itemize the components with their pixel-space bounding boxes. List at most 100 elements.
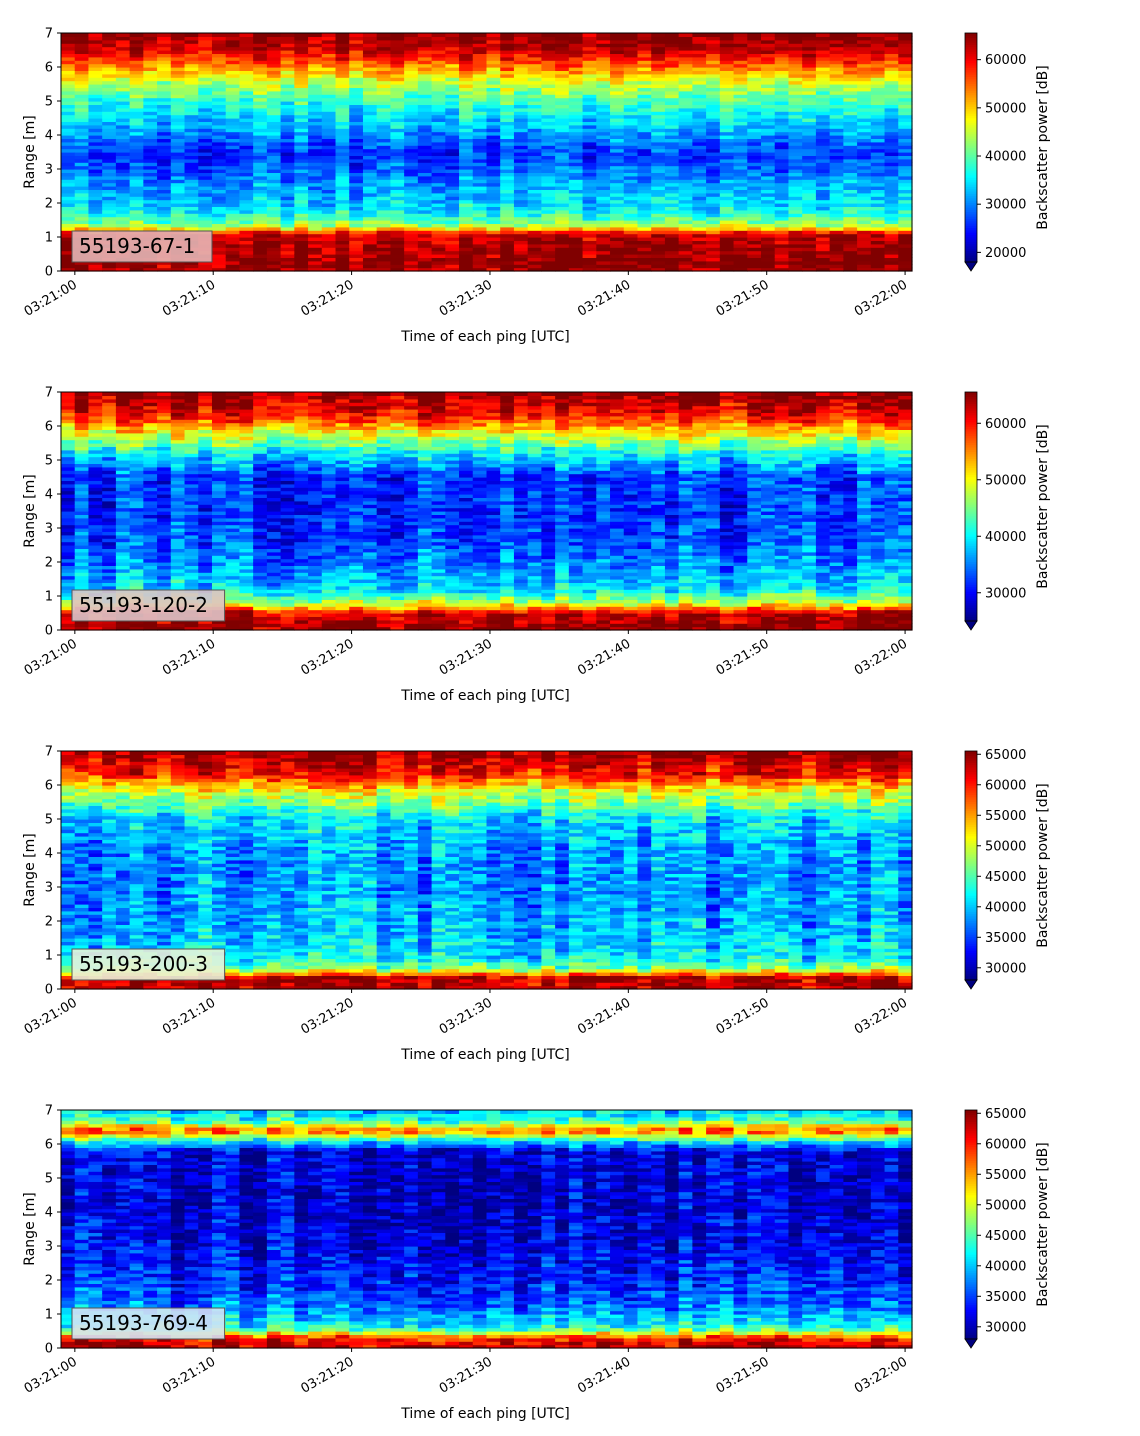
heatmap-cell (555, 132, 569, 136)
heatmap-cell (75, 183, 89, 187)
heatmap-cell (761, 193, 775, 197)
heatmap-cell (198, 142, 212, 146)
heatmap-cell (775, 264, 789, 268)
heatmap-cell (390, 33, 404, 37)
heatmap-cell (679, 244, 693, 248)
heatmap-cell (445, 227, 459, 231)
heatmap-cell (322, 159, 336, 163)
heatmap-cell (788, 166, 802, 170)
heatmap-cell (706, 234, 720, 238)
heatmap-cell (528, 149, 542, 153)
heatmap-cell (830, 142, 844, 146)
heatmap-cell (130, 504, 144, 508)
heatmap-cell (473, 210, 487, 214)
heatmap-cell (377, 33, 391, 37)
heatmap-cell (885, 183, 899, 187)
heatmap-cell (61, 183, 75, 187)
heatmap-cell (692, 264, 706, 268)
heatmap-cell (336, 264, 350, 268)
heatmap-cell (308, 142, 322, 146)
heatmap-cell (637, 210, 651, 214)
heatmap-cell (487, 159, 501, 163)
heatmap-cell (500, 176, 514, 180)
heatmap-cell (500, 166, 514, 170)
heatmap-cell (843, 200, 857, 204)
heatmap-cell (555, 264, 569, 268)
heatmap-cell (583, 200, 597, 204)
heatmap-cell (734, 183, 748, 187)
heatmap-cell (624, 183, 638, 187)
heatmap-cell (679, 193, 693, 197)
heatmap-cell (541, 149, 555, 153)
heatmap-cell (239, 193, 253, 197)
heatmap-cell (390, 132, 404, 136)
heatmap-cell (692, 210, 706, 214)
heatmap-cell (665, 159, 679, 163)
heatmap-cell (857, 149, 871, 153)
heatmap-cell (720, 166, 734, 170)
heatmap-cell (143, 142, 157, 146)
heatmap-cell (747, 264, 761, 268)
heatmap-cell (487, 193, 501, 197)
heatmap-cell (459, 142, 473, 146)
heatmap-cell (610, 244, 624, 248)
heatmap-cell (871, 149, 885, 153)
heatmap-cell (541, 183, 555, 187)
heatmap-cell (624, 176, 638, 180)
heatmap-cell (514, 193, 528, 197)
x-tick-label: 03:21:30 (437, 277, 495, 319)
heatmap-cell (637, 251, 651, 255)
heatmap-cell (130, 142, 144, 146)
heatmap-cell (706, 149, 720, 153)
heatmap-cell (761, 166, 775, 170)
heatmap-cell (130, 33, 144, 37)
heatmap-cell (665, 244, 679, 248)
heatmap-cell (665, 142, 679, 146)
heatmap-cell (157, 193, 171, 197)
heatmap-cell (637, 244, 651, 248)
heatmap-cell (857, 33, 871, 37)
heatmap-cell (706, 227, 720, 231)
heatmap-cell (747, 176, 761, 180)
heatmap-cell (898, 251, 912, 255)
heatmap-cell (720, 251, 734, 255)
heatmap-cell (843, 193, 857, 197)
heatmap-cell (637, 227, 651, 231)
heatmap-cell (665, 200, 679, 204)
x-tick-label: 03:21:20 (299, 277, 357, 319)
heatmap-cell (487, 132, 501, 136)
heatmap-cell (857, 244, 871, 248)
heatmap-cell (88, 159, 102, 163)
heatmap-cell (885, 234, 899, 238)
heatmap-cell (541, 264, 555, 268)
heatmap-cell (692, 149, 706, 153)
heatmap-cell (308, 159, 322, 163)
heatmap-cell (679, 159, 693, 163)
heatmap-cell (528, 251, 542, 255)
heatmap-cell (308, 210, 322, 214)
heatmap-cell (871, 183, 885, 187)
heatmap-cell (445, 210, 459, 214)
heatmap-cell (171, 227, 185, 231)
heatmap-cell (788, 251, 802, 255)
heatmap-cell (130, 132, 144, 136)
heatmap-cell (871, 234, 885, 238)
heatmap-cell (404, 251, 418, 255)
heatmap-cell (157, 132, 171, 136)
heatmap-cell (583, 183, 597, 187)
heatmap-cell (788, 244, 802, 248)
y-tick-label: 0 (45, 265, 53, 280)
y-tick-label: 1 (45, 231, 53, 246)
heatmap-cell (116, 419, 130, 423)
heatmap-cell (720, 217, 734, 221)
heatmap-cell (651, 244, 665, 248)
heatmap-cell (363, 217, 377, 221)
heatmap-cell (404, 183, 418, 187)
heatmap-cell (294, 142, 308, 146)
heatmap-cell (185, 176, 199, 180)
heatmap-cell (775, 159, 789, 163)
heatmap-cell (185, 142, 199, 146)
heatmap-cell (885, 193, 899, 197)
heatmap-cell (734, 210, 748, 214)
heatmap-cell (473, 132, 487, 136)
